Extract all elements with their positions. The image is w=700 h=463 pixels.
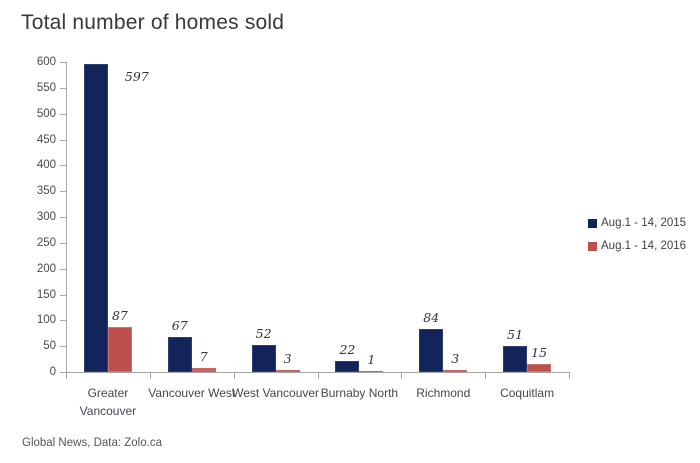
bar-2016 [191, 368, 216, 372]
legend-swatch-icon [588, 218, 597, 228]
chart-title: Total number of homes sold [21, 11, 285, 34]
x-axis-category-label: Richmond [416, 386, 471, 400]
x-axis-tick [485, 373, 487, 379]
bar-2016 [527, 364, 552, 372]
legend-item: Aug.1 - 14, 2016 [588, 240, 686, 252]
x-axis-tick [233, 373, 235, 379]
bar-value-label: 87 [111, 308, 128, 324]
x-axis-tick [569, 373, 570, 379]
y-axis-label: 300 [36, 211, 56, 223]
y-axis-label: 500 [36, 107, 56, 120]
x-axis-category-label: Vancouver West [148, 386, 236, 400]
x-axis-line [66, 372, 570, 373]
y-axis-label: 200 [36, 262, 56, 275]
y-axis-label: 600 [36, 56, 56, 68]
bar-value-label: 1 [367, 351, 376, 367]
bar-value-label: 3 [283, 351, 292, 367]
y-axis-label: 150 [36, 288, 56, 301]
y-axis-tick [60, 372, 66, 373]
bar-2015 [251, 345, 276, 372]
legend-label: Aug.1 - 14, 2016 [601, 240, 687, 252]
bar-value-label: 15 [531, 345, 548, 361]
y-axis-tick [60, 294, 66, 296]
bar-value-label: 52 [255, 326, 272, 342]
bar-value-label: 84 [423, 309, 440, 325]
legend-item: Aug.1 - 14, 2015 [588, 217, 686, 229]
legend-swatch-icon [588, 241, 597, 251]
y-axis-tick [60, 165, 66, 167]
y-axis-label: 0 [49, 366, 56, 378]
y-axis-tick [60, 113, 66, 115]
bar-value-label: 3 [451, 351, 460, 367]
bar-2015 [419, 328, 444, 372]
bar-2016 [443, 370, 468, 372]
x-axis-category-label: Greater Vancouver [79, 386, 137, 418]
y-axis-tick [60, 217, 66, 218]
y-axis-label: 450 [36, 133, 56, 146]
y-axis-tick [60, 191, 66, 193]
y-axis-tick [60, 242, 66, 244]
bar-value-label: 7 [199, 349, 208, 365]
source-credit: Global News, Data: Zolo.ca [22, 437, 162, 449]
x-axis-tick [66, 373, 67, 379]
bar-2015 [335, 360, 360, 372]
y-axis-line [66, 62, 67, 373]
y-axis-tick [60, 139, 66, 141]
y-axis-tick [60, 87, 66, 89]
y-axis-label: 550 [36, 81, 56, 94]
y-axis-tick [60, 320, 66, 322]
y-axis-tick [60, 346, 66, 348]
bar-2015 [167, 337, 192, 372]
bar-value-label: 22 [339, 341, 356, 357]
bar-2015 [83, 63, 108, 372]
x-axis-category-label: Burnaby North [320, 386, 399, 400]
bar-value-label: 51 [507, 326, 524, 342]
bar-2015 [503, 345, 528, 372]
bar-value-label: 67 [171, 318, 188, 334]
y-axis-label: 350 [36, 185, 56, 198]
y-axis-label: 250 [36, 236, 56, 249]
y-axis-tick [60, 62, 66, 63]
x-axis-tick [149, 373, 151, 379]
y-axis-label: 400 [36, 159, 56, 172]
x-axis-tick [317, 373, 319, 379]
legend-label: Aug.1 - 14, 2015 [601, 217, 687, 229]
x-axis-category-label: West Vancouver [232, 386, 320, 400]
bar-value-label: 597 [124, 69, 149, 84]
bar-2016 [275, 370, 300, 372]
y-axis-label: 50 [43, 340, 56, 353]
y-axis-label: 100 [36, 314, 56, 327]
bar-2016 [359, 370, 384, 372]
bar-2016 [107, 327, 132, 372]
legend: Aug.1 - 14, 2015 Aug.1 - 14, 2016 [588, 217, 686, 263]
x-axis-category-label: Coquitlam [500, 386, 555, 400]
y-axis-tick [60, 268, 66, 270]
x-axis-tick [401, 373, 403, 379]
